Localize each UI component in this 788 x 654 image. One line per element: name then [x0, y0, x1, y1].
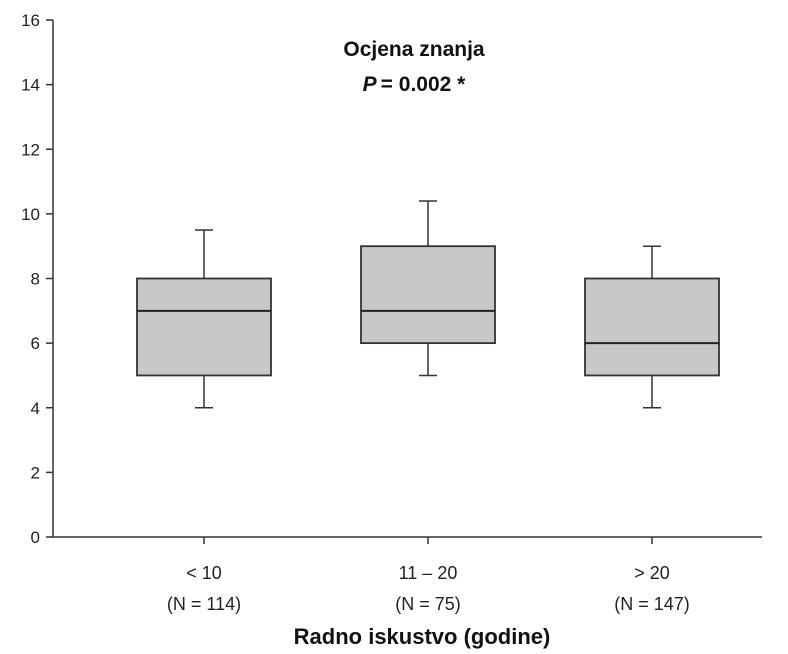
y-tick-label: 10 [21, 205, 40, 224]
box-group [136, 229, 272, 409]
iqr-box [584, 277, 720, 377]
iqr-box [360, 245, 496, 345]
chart-title: Ocjena znanja [343, 38, 485, 61]
y-tick-label: 16 [21, 11, 40, 30]
p-label: P [363, 73, 378, 96]
x-category-n-label: (N = 147) [614, 594, 690, 614]
chart-subtitle: P = 0.002 * [363, 73, 466, 96]
box-group [360, 200, 496, 377]
x-category-label: < 10 [186, 563, 222, 583]
x-axis: < 10 (N = 114) 11 – 20 (N = 75) > 20 (N = 147… [53, 536, 762, 614]
x-category-n-label: (N = 75) [395, 594, 461, 614]
y-tick-label: 4 [31, 399, 40, 418]
x-category-label: > 20 [634, 563, 670, 583]
y-ticks: 0 2 4 6 8 10 12 14 16 [21, 11, 53, 547]
y-tick-label: 12 [21, 140, 40, 159]
p-value: = 0.002 * [381, 73, 466, 96]
x-categories: < 10 (N = 114) 11 – 20 (N = 75) > 20 (N = 147… [167, 537, 690, 614]
x-category-n-label: (N = 114) [167, 594, 241, 614]
boxes [136, 200, 720, 409]
box-group [584, 245, 720, 409]
iqr-box [136, 277, 272, 377]
y-tick-label: 6 [31, 334, 40, 353]
y-tick-label: 0 [31, 528, 40, 547]
x-axis-label: Radno iskustvo (godine) [294, 624, 551, 649]
x-category-label: 11 – 20 [399, 563, 458, 583]
y-axis: 0 2 4 6 8 10 12 14 16 [21, 11, 54, 547]
y-tick-label: 2 [31, 463, 40, 482]
y-tick-label: 8 [31, 270, 40, 289]
y-tick-label: 14 [21, 76, 40, 95]
